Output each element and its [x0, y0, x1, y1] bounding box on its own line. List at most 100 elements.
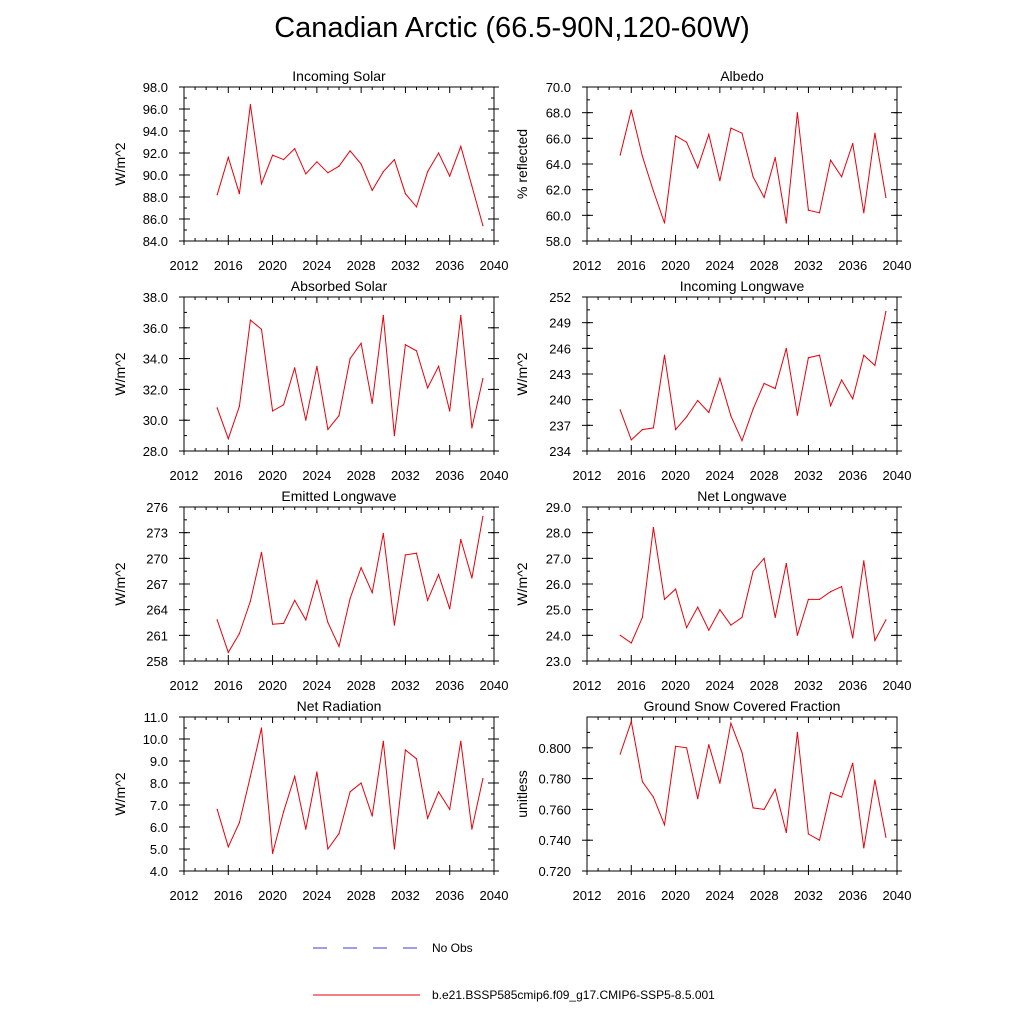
chart-4-ytick-label: 249 [549, 316, 571, 331]
chart-6-data-point [785, 562, 787, 565]
chart-7-ytick-label: 10.0 [143, 732, 168, 747]
chart-4-data-point [807, 357, 810, 359]
chart-8-series-line [619, 719, 887, 848]
chart-3-data-point [338, 415, 340, 417]
chart-5-data-point [216, 619, 218, 621]
chart-6-ytick-label: 28.0 [546, 526, 571, 541]
chart-1-data-point [482, 225, 484, 227]
chart-3-data-point [371, 402, 373, 404]
chart-8-data-point [785, 831, 787, 834]
chart-2-ytick-label: 70.0 [546, 80, 571, 95]
chart-1-data-point [316, 161, 318, 163]
chart-6-data-point [741, 616, 743, 619]
chart-1-data-point [449, 175, 451, 177]
chart-5-ytick-label: 276 [146, 500, 168, 515]
chart-5-data-point [460, 538, 462, 541]
chart-5-series-line [216, 516, 484, 654]
chart-4-data-point [719, 377, 721, 379]
chart-3-xtick-label: 2024 [302, 468, 331, 483]
chart-1-data-point [249, 104, 251, 106]
chart-3-xtick-label: 2012 [170, 468, 199, 483]
chart-6-data-point [863, 560, 865, 562]
chart-4-data-point [852, 398, 854, 400]
chart-2-data-point [774, 157, 776, 159]
chart-8-data-point [697, 798, 699, 800]
chart-4-data-point [708, 411, 710, 414]
chart-8-ytick-label: 0.740 [538, 833, 571, 848]
chart-1-xtick-label: 2040 [480, 258, 509, 273]
chart-7-ytick-label: 8.0 [150, 776, 168, 791]
chart-5-title: Emitted Longwave [281, 488, 396, 504]
chart-2-data-point [697, 167, 699, 169]
chart-6-data-point [841, 586, 843, 588]
chart-3-data-point [393, 435, 395, 437]
chart-5-data-point [316, 580, 318, 582]
chart-8-frame [586, 716, 898, 872]
chart-8-xtick-label: 2016 [617, 888, 646, 903]
chart-5-xtick-label: 2020 [258, 678, 287, 693]
chart-2-xtick-label: 2036 [838, 258, 867, 273]
chart-2-ylabel: % reflected [514, 129, 530, 199]
chart-7-data-point [438, 791, 440, 793]
chart-4-data-point [885, 310, 887, 313]
chart-5-xtick-label: 2028 [347, 678, 376, 693]
chart-2-data-point [818, 212, 821, 214]
chart-7-ytick-label: 5.0 [150, 842, 168, 857]
chart-7-xtick-label: 2028 [347, 888, 376, 903]
chart-6-data-point [675, 588, 677, 590]
chart-7-data-point [471, 828, 473, 830]
chart-7-xtick-label: 2016 [214, 888, 243, 903]
chart-4-data-point [863, 354, 865, 356]
chart-8-data-point [852, 762, 854, 764]
chart-8-data-point [885, 836, 887, 838]
chart-4-xtick-label: 2020 [661, 468, 690, 483]
chart-8-xtick-label: 2024 [705, 888, 734, 903]
chart-3-data-point [449, 410, 451, 412]
chart-2-data-point [719, 180, 721, 182]
chart-3-data-point [238, 405, 240, 407]
chart-6-data-point [818, 598, 821, 601]
chart-7-data-point [283, 811, 285, 813]
chart-6-xtick-label: 2036 [838, 678, 867, 693]
chart-5-data-point [349, 597, 351, 600]
chart-4-data-point [763, 382, 765, 384]
chart-2-data-point [686, 141, 688, 143]
chart-8-ylabel: unitless [514, 770, 530, 817]
chart-1-ytick-label: 84.0 [143, 234, 168, 249]
chart-2-ytick-label: 68.0 [546, 106, 571, 121]
chart-1-xtick-label: 2016 [214, 258, 243, 273]
chart-1-data-point [393, 159, 395, 161]
chart-8-xtick-label: 2028 [750, 888, 779, 903]
chart-3-data-point [427, 387, 429, 389]
chart-8-xtick-label: 2036 [838, 888, 867, 903]
chart-6-data-point [796, 634, 799, 636]
chart-1-xtick-label: 2012 [170, 258, 199, 273]
chart-2-data-point [885, 196, 887, 198]
chart-6-ylabel: W/m^2 [514, 562, 530, 605]
chart-3-data-point [305, 419, 307, 421]
chart-8-data-point [652, 796, 655, 798]
chart-7-data-point [272, 852, 274, 855]
chart-6-data-point [641, 616, 644, 619]
chart-4-series-line [619, 311, 887, 443]
chart-2-data-point [863, 212, 865, 214]
chart-6-data-point [708, 629, 710, 631]
chart-8-data-point [774, 788, 776, 791]
chart-5-ytick-label: 273 [146, 526, 168, 541]
chart-1-ylabel: W/m^2 [112, 142, 128, 185]
chart-5-data-point [283, 622, 285, 625]
chart-8-data-point [818, 839, 821, 841]
chart-3-data-point [482, 378, 484, 380]
page-title: Canadian Arctic (66.5-90N,120-60W) [274, 12, 750, 44]
chart-7-data-point [216, 808, 218, 811]
chart-5-data-point [327, 621, 329, 624]
chart-3-xtick-label: 2020 [258, 468, 287, 483]
chart-6-data-point [852, 637, 854, 639]
chart-7-frame [183, 716, 495, 872]
chart-6-ytick-label: 29.0 [546, 500, 571, 515]
chart-6-ytick-label: 27.0 [546, 551, 571, 566]
chart-1-series-line [216, 104, 484, 226]
chart-2-ytick-label: 62.0 [546, 183, 571, 198]
chart-2-xtick-label: 2040 [883, 258, 912, 273]
